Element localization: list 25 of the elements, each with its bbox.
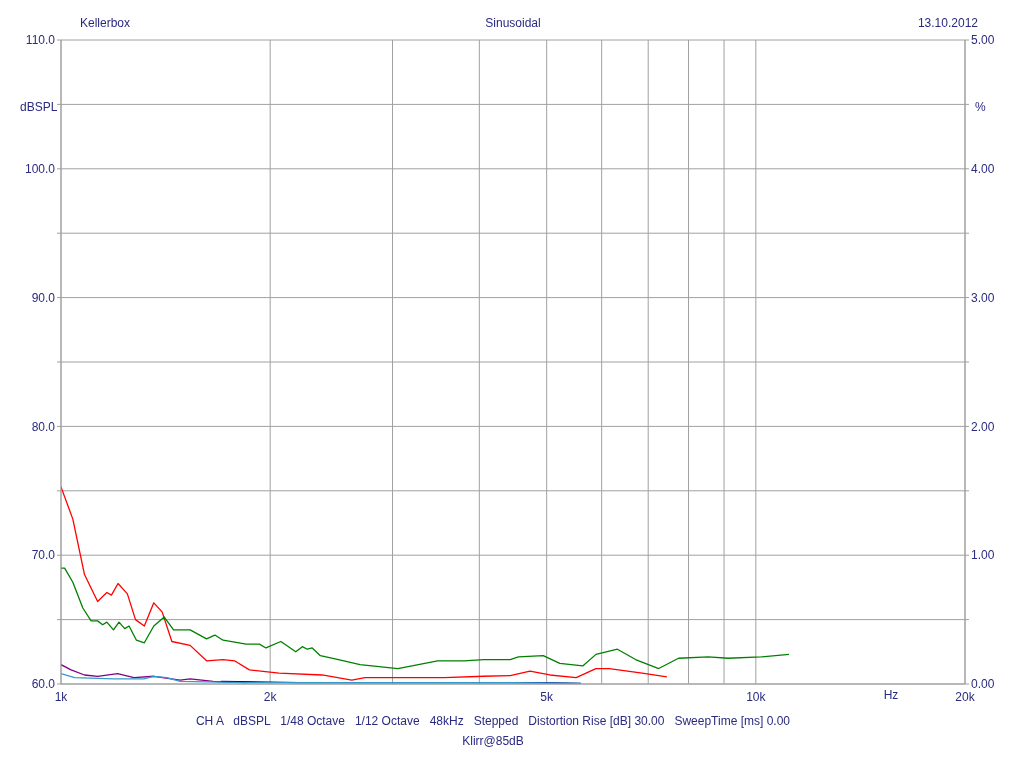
text: Kellerbox: [80, 16, 131, 30]
y2-tick-label: 3.00: [971, 290, 995, 305]
y2-tick-label: 0.00: [971, 677, 995, 692]
y-tick-label: 80.0: [31, 419, 56, 434]
x-tick-label: 5k: [540, 689, 554, 704]
y2-axis-title: %: [975, 100, 986, 114]
y2-tick-label: 5.00: [971, 33, 995, 48]
y-tick-label: 110.0: [25, 33, 56, 48]
y-tick-label: 100.0: [24, 162, 56, 177]
x-tick-label: 2k: [263, 689, 278, 704]
y-tick-label: 90.0: [31, 290, 56, 305]
x-tick-label: 20k: [955, 689, 976, 704]
y-axis-title: dBSPL: [20, 100, 58, 114]
chart-title: Sinusoidal: [485, 16, 541, 30]
x-tick-label: 1k: [54, 689, 69, 704]
x-tick-label: 10k: [746, 689, 767, 704]
y2-tick-label: 4.00: [971, 162, 995, 177]
text: CH A dBSPL 1/48 Octave 1/12 Octave 48kHz Stepped Distortion Rise [dB] 30.00 SweepTime [ms] 0.00: [194, 714, 792, 728]
y2-tick-label: 1.00: [971, 548, 995, 563]
y2-tick-label: 2.00: [971, 419, 995, 434]
x-axis-title: Hz: [883, 688, 899, 702]
y-tick-label: 70.0: [31, 548, 56, 563]
text: Klirr@85dB: [461, 734, 525, 748]
text: 13.10.2012: [917, 16, 978, 30]
y-tick-label: 60.0: [31, 677, 56, 692]
